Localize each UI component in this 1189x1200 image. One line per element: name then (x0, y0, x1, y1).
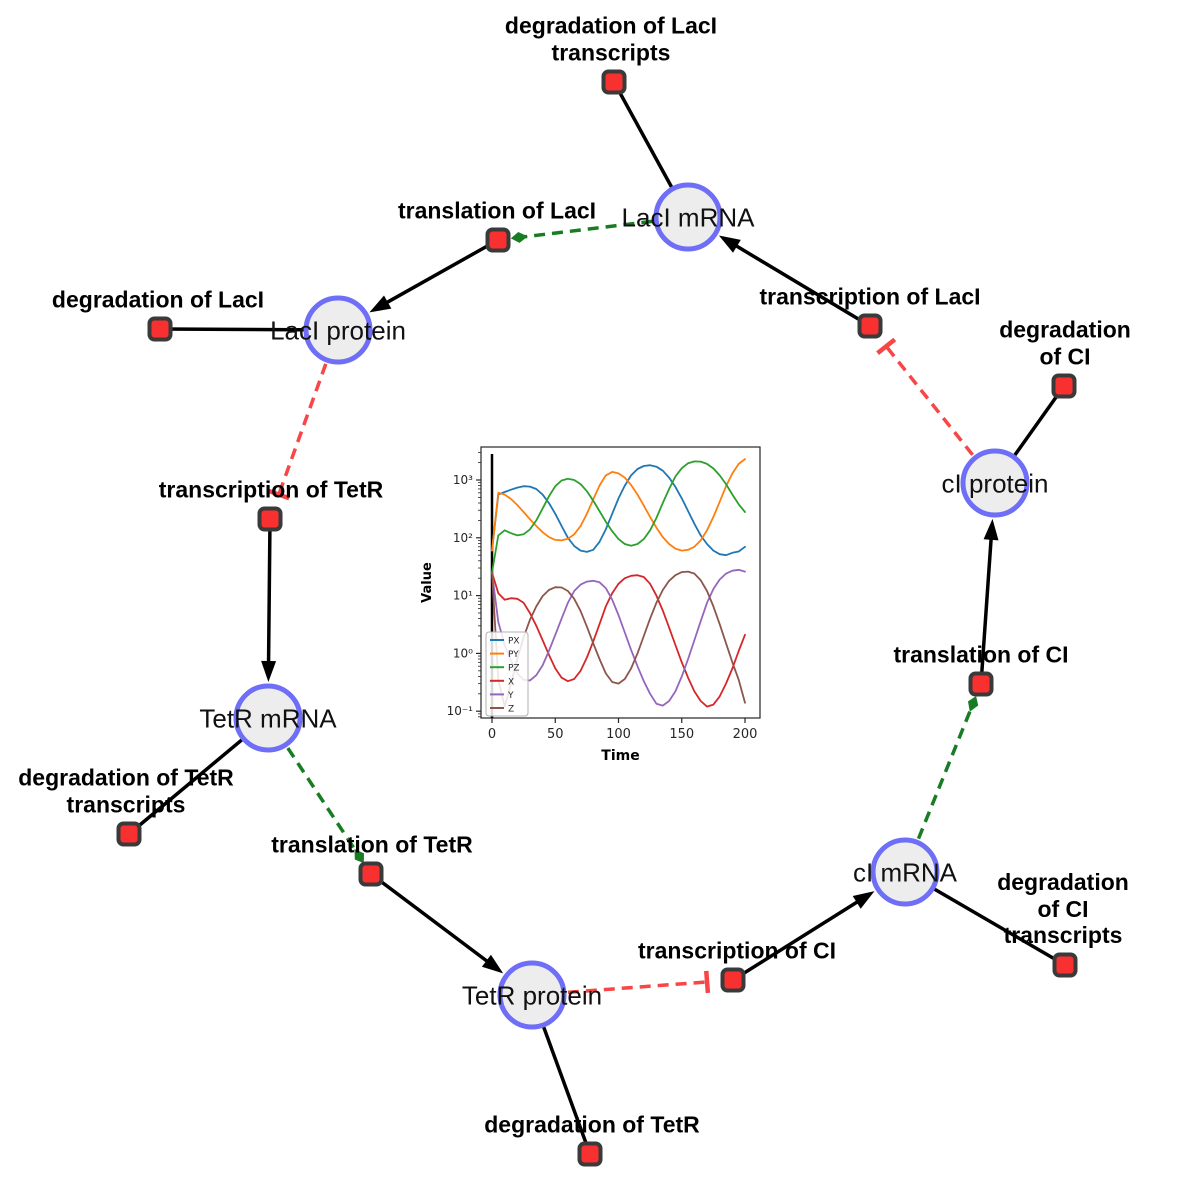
series-X-line (491, 571, 746, 708)
plot-series-group (490, 454, 746, 718)
edge-txn_tetr-tetr_mrna[interactable] (266, 518, 272, 671)
legend-label-Y: Y (507, 691, 514, 701)
edge-tln_tetr-tetr_prot-arrowhead (481, 954, 504, 974)
reaction-node-deg_laci[interactable] (147, 316, 173, 342)
x-tick-label: 200 (733, 727, 758, 742)
edge-laci_prot-txn_tetr[interactable] (277, 329, 340, 496)
edge-tln_ci-ci_prot[interactable] (979, 530, 994, 685)
reaction-node-deg_tetr_tx[interactable] (116, 821, 142, 847)
edge-txn_ci-ci_mrna[interactable] (732, 896, 866, 982)
edge-tln_laci-laci_prot-arrowhead (369, 295, 392, 313)
legend-label-X: X (508, 677, 514, 687)
edge-ci_mrna-tln_ci[interactable] (903, 708, 973, 873)
species-node-tetr_mrna[interactable] (233, 683, 303, 753)
series-PZ-line (491, 460, 746, 574)
y-tick-label: 10³ (453, 473, 473, 487)
y-tick-label: 10⁰ (453, 646, 473, 660)
edge-ci_prot-txn_laci-tbar (876, 337, 897, 355)
legend-label-Z: Z (508, 705, 514, 715)
plot-legend: PX PY PZ XYZ (485, 631, 529, 717)
edge-txn_ci-ci_mrna-arrowhead (852, 891, 875, 909)
edge-tetr_prot-txn_ci-tbar (704, 970, 711, 994)
x-tick-label: 100 (606, 727, 631, 742)
edge-ci_prot-txn_laci[interactable] (884, 345, 997, 485)
y-tick-label: 10¹ (453, 589, 473, 603)
x-tick-label: 50 (547, 727, 564, 742)
edge-laci_prot-txn_tetr-tbar (267, 488, 290, 501)
reaction-node-deg_ci[interactable] (1051, 373, 1077, 399)
edge-txn_tetr-tetr_mrna-arrowhead (261, 660, 277, 682)
reaction-node-deg_laci_tx[interactable] (601, 69, 627, 95)
edge-tln_laci-laci_prot[interactable] (378, 238, 499, 308)
plot-y-axis-label: Value (420, 562, 435, 603)
species-node-laci_mrna[interactable] (653, 182, 723, 252)
legend-label-PZ: PZ (508, 664, 520, 674)
species-node-ci_mrna[interactable] (870, 837, 940, 907)
reaction-node-deg_ci_tx[interactable] (1052, 952, 1078, 978)
edge-tln_tetr-tetr_prot[interactable] (369, 872, 495, 968)
series-Z-line (491, 570, 746, 708)
edge-txn_laci-laci_mrna[interactable] (728, 240, 871, 328)
edge-tln_ci-ci_prot-arrowhead (983, 518, 999, 541)
legend-box (485, 631, 529, 717)
reaction-node-tln_laci[interactable] (485, 227, 511, 253)
plot-x-axis-label: Time (601, 748, 639, 764)
legend-label-PY: PY (508, 650, 519, 660)
reaction-node-deg_tetr[interactable] (577, 1141, 603, 1167)
inset-plot-svg: 0 50 100 150 20010⁻¹10⁰10¹10²10³TimeValuePXP… (420, 446, 761, 764)
legend-label-PX: PX (508, 637, 520, 647)
time-series-inset: 0 50 100 150 200 10⁻¹ 10⁰ 10¹ 10² 10³ Time Value PX P… (411, 424, 791, 774)
edge-tetr_prot-txn_ci[interactable] (531, 980, 708, 997)
species-node-laci_prot[interactable] (303, 295, 373, 365)
y-tick-label: 10⁻¹ (447, 704, 474, 718)
reaction-node-txn_ci[interactable] (720, 967, 746, 993)
edge-txn_laci-laci_mrna-arrowhead (718, 235, 741, 253)
reaction-node-txn_tetr[interactable] (257, 506, 283, 532)
species-node-ci_prot[interactable] (960, 448, 1030, 518)
series-Y-line (491, 568, 746, 707)
reaction-node-txn_laci[interactable] (857, 313, 883, 339)
y-tick-label: 10² (453, 531, 473, 545)
reaction-node-tln_ci[interactable] (968, 671, 994, 697)
edge-tetr_mrna-tln_tetr-arrowhead (354, 849, 364, 864)
reaction-node-tln_tetr[interactable] (358, 861, 384, 887)
edge-ci_mrna-tln_ci-arrowhead (968, 696, 979, 712)
x-tick-label: 150 (669, 727, 694, 742)
edge-laci_mrna-tln_laci-arrowhead (510, 232, 528, 243)
species-node-tetr_prot[interactable] (497, 960, 567, 1030)
x-tick-label: 0 (488, 727, 496, 742)
